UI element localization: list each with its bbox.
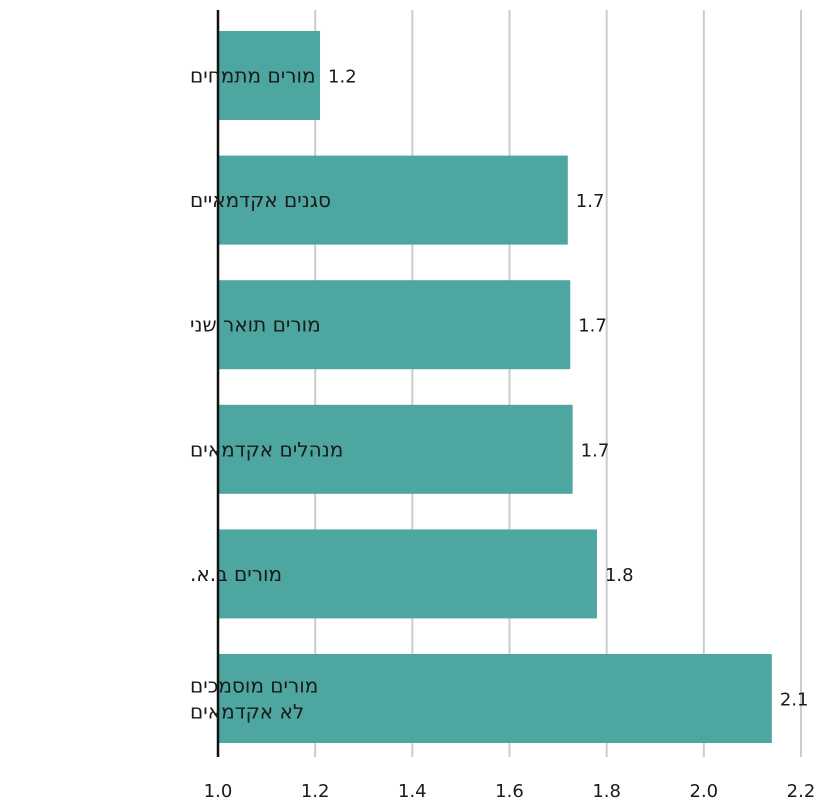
category-label: מורים מתמחים: [190, 64, 316, 88]
category-label: מורים ב.א.: [190, 562, 282, 586]
bar: [218, 404, 573, 494]
bars: [218, 31, 772, 743]
x-tick-label: 1.2: [301, 781, 330, 802]
data-label: 1.8: [605, 565, 634, 586]
x-tick-label: 1.6: [495, 781, 524, 802]
data-label: 1.7: [578, 316, 607, 337]
category-label: מורים מוסמכים: [190, 674, 318, 698]
category-label: לא אקדמאים: [190, 700, 304, 724]
category-label: סגנים אקדמאיים: [190, 188, 331, 212]
labels: 1.0 1.2 1.4 1.6 1.8 2.0 2.2 1.2 מורים מתמחים 1.7 ס…: [190, 64, 814, 803]
category-label: מורים תואר שני: [190, 313, 321, 337]
category-label: מנהלים אקדמאים: [190, 437, 343, 461]
bar: [218, 654, 772, 743]
bar: [218, 280, 571, 370]
x-tick-label: 1.4: [398, 781, 427, 802]
x-tick-label: 2.0: [690, 781, 719, 802]
bar: [218, 31, 321, 120]
data-label: 1.7: [576, 191, 605, 212]
x-tick-label: 1.0: [204, 781, 233, 802]
data-label: 1.2: [328, 67, 357, 88]
bar: [218, 155, 568, 245]
x-tick-label: 1.8: [592, 781, 621, 802]
data-label: 1.7: [581, 440, 610, 461]
gridlines: [314, 10, 802, 757]
x-tick-label: 2.2: [787, 781, 814, 802]
data-label: 2.1: [780, 690, 809, 711]
bar: [218, 529, 597, 619]
